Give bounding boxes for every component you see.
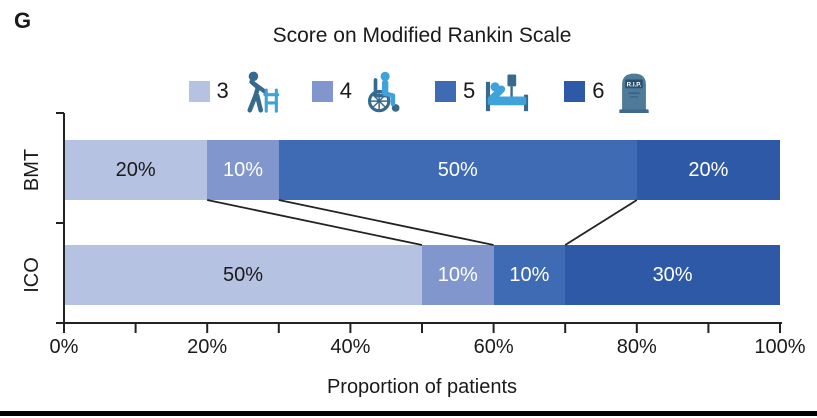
panel-label: G — [14, 8, 32, 33]
bar-segment-bmt-score-5: 50% — [278, 140, 637, 200]
connector-line — [278, 199, 494, 246]
x-axis-title: Proportion of patients — [326, 376, 518, 398]
legend-item-score-5: 5 — [435, 69, 532, 113]
bar-segment-bmt-score-4: 10% — [207, 140, 279, 200]
rip-text: R.I.P. — [626, 81, 641, 88]
bar-segment-ico-score-4: 10% — [422, 245, 494, 305]
x-tick-label-100: 100% — [754, 336, 806, 358]
legend-item-score-6: 6 R.I.P. — [564, 69, 655, 113]
y-axis-label-ico: ICO — [21, 257, 43, 293]
bar-bmt: 20% 10% 50% 20% — [64, 140, 780, 200]
legend-label-5: 5 — [463, 78, 476, 103]
chart-title: Score on Modified Rankin Scale — [272, 24, 572, 47]
y-axis-label-bmt: BMT — [21, 148, 43, 192]
legend-swatch-6 — [564, 80, 586, 102]
x-tick-label-40: 40% — [330, 336, 371, 358]
figure-bottom-rule — [0, 411, 817, 416]
connector-line — [207, 199, 423, 246]
legend-swatch-5 — [435, 80, 456, 102]
hospital-bed-icon — [486, 74, 529, 112]
bar-segment-ico-score-3: 50% — [64, 245, 422, 305]
legend-swatch-4 — [311, 80, 333, 102]
legend-label-4: 4 — [339, 78, 352, 103]
legend-item-score-4: 4 — [311, 69, 403, 113]
legend: 3 4 — [64, 64, 780, 118]
bar-segment-ico-score-5: 10% — [493, 245, 566, 305]
x-tick-label-0: 0% — [49, 336, 79, 358]
wheelchair-icon — [367, 71, 400, 113]
bar-segment-bmt-score-3: 20% — [64, 140, 208, 200]
x-tick-label-20: 20% — [187, 336, 228, 358]
x-tick-label-60: 60% — [473, 336, 514, 358]
walker-icon — [247, 71, 280, 113]
bar-segment-bmt-score-6: 20% — [636, 140, 780, 200]
x-tick-label-80: 80% — [616, 336, 657, 358]
legend-label-3: 3 — [216, 78, 229, 103]
connector-line — [564, 199, 638, 246]
bar-ico: 50% 10% 10% 30% — [64, 245, 780, 305]
bar-segment-ico-score-6: 30% — [565, 245, 780, 305]
legend-label-6: 6 — [592, 78, 605, 103]
legend-swatch-3 — [188, 80, 210, 102]
legend-item-score-3: 3 — [188, 69, 280, 113]
tombstone-icon: R.I.P. — [618, 73, 649, 113]
